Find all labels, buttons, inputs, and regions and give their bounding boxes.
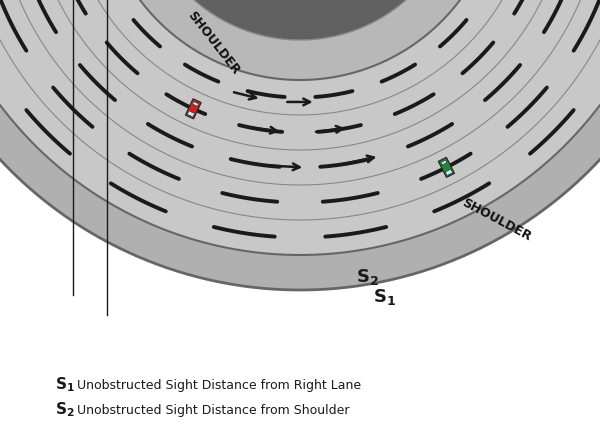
- Text: $\mathbf{S_2}$: $\mathbf{S_2}$: [55, 401, 74, 419]
- Bar: [187, 111, 194, 117]
- Text: Unobstructed Sight Distance from Shoulder: Unobstructed Sight Distance from Shoulde…: [77, 403, 349, 416]
- Text: SHOULDER: SHOULDER: [460, 196, 533, 244]
- Polygon shape: [0, 0, 600, 255]
- Text: Unobstructed Sight Distance from Right Lane: Unobstructed Sight Distance from Right L…: [77, 378, 361, 392]
- Bar: [439, 157, 455, 177]
- Bar: [441, 160, 447, 165]
- Text: SHOULDER: SHOULDER: [185, 9, 242, 78]
- Text: $\mathbf{S}_\mathbf{1}$: $\mathbf{S}_\mathbf{1}$: [373, 287, 396, 307]
- Bar: [193, 102, 199, 106]
- Text: $\mathbf{S}_\mathbf{2}$: $\mathbf{S}_\mathbf{2}$: [356, 267, 379, 287]
- Text: $\mathbf{S_1}$: $\mathbf{S_1}$: [55, 376, 75, 394]
- Polygon shape: [0, 0, 600, 290]
- Polygon shape: [145, 0, 455, 40]
- Bar: [185, 99, 201, 119]
- Bar: [445, 169, 452, 176]
- Polygon shape: [107, 0, 493, 80]
